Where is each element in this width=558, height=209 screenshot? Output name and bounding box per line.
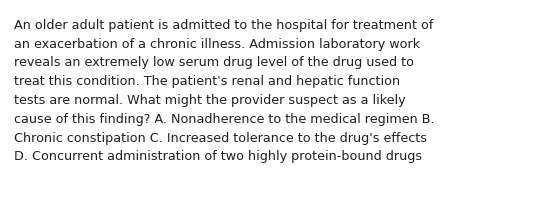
- Text: An older adult patient is admitted to the hospital for treatment of
an exacerbat: An older adult patient is admitted to th…: [14, 19, 435, 163]
